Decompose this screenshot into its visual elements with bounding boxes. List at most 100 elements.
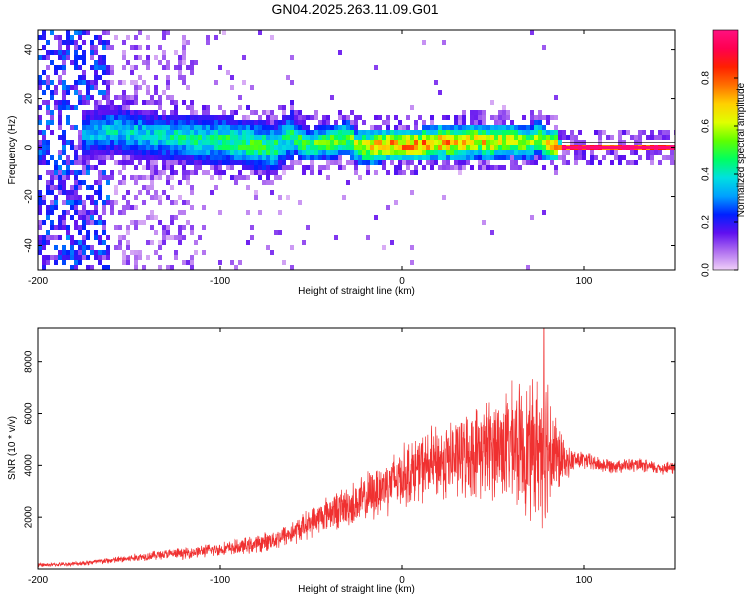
spectrogram-cell [670,155,674,160]
spectrogram-cell [430,130,434,135]
spectrogram-cell [374,125,378,130]
spectrogram-cell [166,95,170,100]
spectrogram-cell [406,135,410,140]
spectrogram-cell [82,60,86,65]
spectrogram-cell [458,125,462,130]
spectrogram-cell [78,260,82,265]
spectrogram-cell [634,135,638,140]
spectrogram-cell [194,140,198,145]
spectrogram-cell [190,255,194,260]
spectrogram-cell [134,140,138,145]
spectrogram-cell [214,120,218,125]
spectrogram-cell [166,60,170,65]
spectrogram-cell [274,150,278,155]
spectrogram-cell [286,195,290,200]
spectrogram-cell [126,190,130,195]
spectrogram-cell [174,100,178,105]
spectrogram-cell [134,265,138,270]
spectrogram-cell [110,170,114,175]
spectrogram-cell [486,150,490,155]
spectrogram-cell [422,155,426,160]
spectrogram-cell [158,45,162,50]
spectrogram-cell [494,115,498,120]
spectrogram-cell [330,160,334,165]
spectrogram-cell [74,40,78,45]
spectrogram-cell [282,125,286,130]
spectrogram-cell [170,215,174,220]
spectrogram-cell [490,100,494,105]
spectrogram-cell [246,160,250,165]
spectrogram-cell [218,150,222,155]
spectrogram-cell [86,215,90,220]
spectrogram-cell [74,175,78,180]
spectrogram-cell [178,230,182,235]
spectrogram-cell [106,105,110,110]
spectrogram-cell [554,170,558,175]
spectrogram-cell [386,135,390,140]
spectrogram-cell [194,250,198,255]
spectrogram-cell [166,65,170,70]
spectrogram-cell [362,150,366,155]
spectrogram-cell [282,130,286,135]
spectrogram-cell [230,145,234,150]
spectrogram-cell [58,180,62,185]
spectrogram-cell [306,225,310,230]
spectrogram-cell [374,140,378,145]
spectrogram-cell [494,155,498,160]
spectrogram-cell [306,165,310,170]
spectrogram-cell [318,150,322,155]
spectrogram-cell [158,240,162,245]
spectrogram-cell [474,150,478,155]
spectrogram-cell [90,200,94,205]
spectrogram-cell [210,140,214,145]
spectrogram-cell [66,35,70,40]
snr-y-tick-label: 2000 [24,506,35,529]
spectrogram-cell [266,175,270,180]
spectrogram-cell [502,115,506,120]
spectrogram-cell [94,190,98,195]
spectrogram-cell [226,145,230,150]
spectrogram-cell [198,160,202,165]
spectrogram-cell [390,135,394,140]
spectrogram-cell [234,145,238,150]
spectrogram-cell [66,200,70,205]
spectrogram-cell [626,160,630,165]
spectrogram-cell [374,65,378,70]
spectrogram-cell [478,135,482,140]
spectrogram-cell [150,210,154,215]
spectrogram-cell [322,150,326,155]
spectrogram-cell [122,120,126,125]
spectrogram-cell [258,135,262,140]
spectrogram-cell [446,145,450,150]
snr-y-tick-label: 8000 [24,350,35,373]
spectrogram-cell [206,40,210,45]
spectrogram-cell [270,140,274,145]
spectrogram-cell [82,125,86,130]
spectrogram-cell [46,240,50,245]
spectrogram-cell [366,155,370,160]
spectrogram-cell [90,150,94,155]
spectrogram-cell [282,260,286,265]
spectrogram-cell [58,125,62,130]
spectrogram-cell [106,200,110,205]
spectrogram-cell [346,120,350,125]
spectrogram-cell [102,115,106,120]
spectrogram-cell [82,75,86,80]
spectrogram-cell [346,150,350,155]
spectrogram-cell [146,125,150,130]
spectrogram-cell [50,170,54,175]
spectrogram-cell [38,80,42,85]
spectrogram-cell [350,160,354,165]
spectrogram-cell [498,145,502,150]
spectrogram-cell [522,160,526,165]
spectrogram-cell [262,165,266,170]
spectrogram-cell [354,120,358,125]
spectrogram-cell [354,150,358,155]
spectrogram-cell [490,125,494,130]
spectrogram-cell [102,155,106,160]
spectrogram-cell [142,145,146,150]
spectrogram-cell [414,150,418,155]
spectrogram-cell [326,120,330,125]
spectrogram-cell [654,150,658,155]
spectrogram-cell [170,265,174,270]
